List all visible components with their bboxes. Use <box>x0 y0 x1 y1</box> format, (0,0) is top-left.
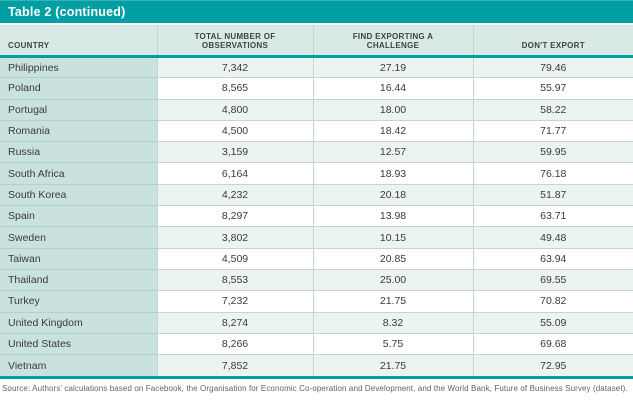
observations-cell: 8,274 <box>157 312 314 334</box>
table-row: Philippines 7,342 27.19 79.46 <box>0 56 633 79</box>
find-exporting-challenge-cell: 21.75 <box>313 290 474 313</box>
table-row: Romania 4,500 18.42 71.77 <box>0 120 633 143</box>
table-title-bar: Table 2 (continued) <box>0 0 633 23</box>
observations-cell: 8,266 <box>157 333 314 356</box>
table-row: United Kingdom 8,274 8.32 55.09 <box>0 312 633 334</box>
table-row: South Korea 4,232 20.18 51.87 <box>0 184 633 207</box>
find-exporting-challenge-cell: 10.15 <box>313 226 474 249</box>
find-exporting-challenge-cell: 20.18 <box>313 184 474 207</box>
find-exporting-challenge-cell: 16.44 <box>313 77 474 100</box>
country-cell: Spain <box>0 205 158 228</box>
observations-cell: 7,232 <box>157 290 314 313</box>
table-row: Russia 3,159 12.57 59.95 <box>0 141 633 164</box>
country-cell: Poland <box>0 77 158 100</box>
dont-export-cell: 59.95 <box>473 141 633 164</box>
observations-cell: 7,852 <box>157 354 314 376</box>
dont-export-cell: 55.97 <box>473 77 633 100</box>
table-row: Thailand 8,553 25.00 69.55 <box>0 269 633 292</box>
dont-export-cell: 58.22 <box>473 99 633 121</box>
table-row: Spain 8,297 13.98 63.71 <box>0 205 633 228</box>
table-row: Taiwan 4,509 20.85 63.94 <box>0 248 633 270</box>
table-row: Vietnam 7,852 21.75 72.95 <box>0 354 633 376</box>
dont-export-cell: 69.68 <box>473 333 633 356</box>
dont-export-cell: 72.95 <box>473 354 633 376</box>
dont-export-cell: 49.48 <box>473 226 633 249</box>
observations-cell: 3,802 <box>157 226 314 249</box>
country-cell: Sweden <box>0 226 158 249</box>
country-cell: Turkey <box>0 290 158 313</box>
find-exporting-challenge-cell: 13.98 <box>313 205 474 228</box>
find-exporting-challenge-cell: 18.00 <box>313 99 474 121</box>
column-header-total-observations: TOTAL NUMBER OF OBSERVATIONS <box>157 25 314 58</box>
observations-cell: 4,800 <box>157 99 314 121</box>
find-exporting-challenge-cell: 25.00 <box>313 269 474 292</box>
dont-export-cell: 69.55 <box>473 269 633 292</box>
find-exporting-challenge-cell: 5.75 <box>313 333 474 356</box>
country-cell: United Kingdom <box>0 312 158 334</box>
table-row: Turkey 7,232 21.75 70.82 <box>0 290 633 313</box>
table-row: Poland 8,565 16.44 55.97 <box>0 77 633 100</box>
dont-export-cell: 63.94 <box>473 248 633 270</box>
country-cell: United States <box>0 333 158 356</box>
column-header-country: COUNTRY <box>0 25 158 58</box>
country-cell: South Africa <box>0 162 158 185</box>
column-header-dont-export: DON'T EXPORT <box>473 25 633 58</box>
observations-cell: 4,232 <box>157 184 314 207</box>
observations-cell: 4,500 <box>157 120 314 143</box>
find-exporting-challenge-cell: 21.75 <box>313 354 474 376</box>
title-divider <box>0 23 633 25</box>
observations-cell: 8,297 <box>157 205 314 228</box>
dont-export-cell: 51.87 <box>473 184 633 207</box>
country-cell: Portugal <box>0 99 158 121</box>
source-note: Source: Authors' calculations based on F… <box>2 383 628 393</box>
observations-cell: 4,509 <box>157 248 314 270</box>
table-row: Portugal 4,800 18.00 58.22 <box>0 99 633 121</box>
observations-cell: 8,565 <box>157 77 314 100</box>
find-exporting-challenge-cell: 18.93 <box>313 162 474 185</box>
dont-export-cell: 76.18 <box>473 162 633 185</box>
observations-cell: 7,342 <box>157 56 314 79</box>
country-cell: Romania <box>0 120 158 143</box>
find-exporting-challenge-cell: 12.57 <box>313 141 474 164</box>
country-cell: Russia <box>0 141 158 164</box>
observations-cell: 6,164 <box>157 162 314 185</box>
dont-export-cell: 70.82 <box>473 290 633 313</box>
observations-cell: 3,159 <box>157 141 314 164</box>
dont-export-cell: 71.77 <box>473 120 633 143</box>
table-row: Sweden 3,802 10.15 49.48 <box>0 226 633 249</box>
column-header-find-exporting-challenge: FIND EXPORTING A CHALLENGE <box>313 25 474 58</box>
dont-export-cell: 55.09 <box>473 312 633 334</box>
table-row: South Africa 6,164 18.93 76.18 <box>0 162 633 185</box>
country-cell: Vietnam <box>0 354 158 376</box>
find-exporting-challenge-cell: 18.42 <box>313 120 474 143</box>
table-header-row: COUNTRY TOTAL NUMBER OF OBSERVATIONS FIN… <box>0 25 633 58</box>
find-exporting-challenge-cell: 20.85 <box>313 248 474 270</box>
observations-cell: 8,553 <box>157 269 314 292</box>
country-cell: South Korea <box>0 184 158 207</box>
dont-export-cell: 63.71 <box>473 205 633 228</box>
find-exporting-challenge-cell: 8.32 <box>313 312 474 334</box>
country-cell: Taiwan <box>0 248 158 270</box>
find-exporting-challenge-cell: 27.19 <box>313 56 474 79</box>
country-cell: Thailand <box>0 269 158 292</box>
data-table: COUNTRY TOTAL NUMBER OF OBSERVATIONS FIN… <box>0 25 633 376</box>
country-cell: Philippines <box>0 56 158 79</box>
table-row: United States 8,266 5.75 69.68 <box>0 333 633 356</box>
dont-export-cell: 79.46 <box>473 56 633 79</box>
table-bottom-rule <box>0 375 633 379</box>
table-body: Philippines 7,342 27.19 79.46 Poland 8,5… <box>0 56 633 376</box>
